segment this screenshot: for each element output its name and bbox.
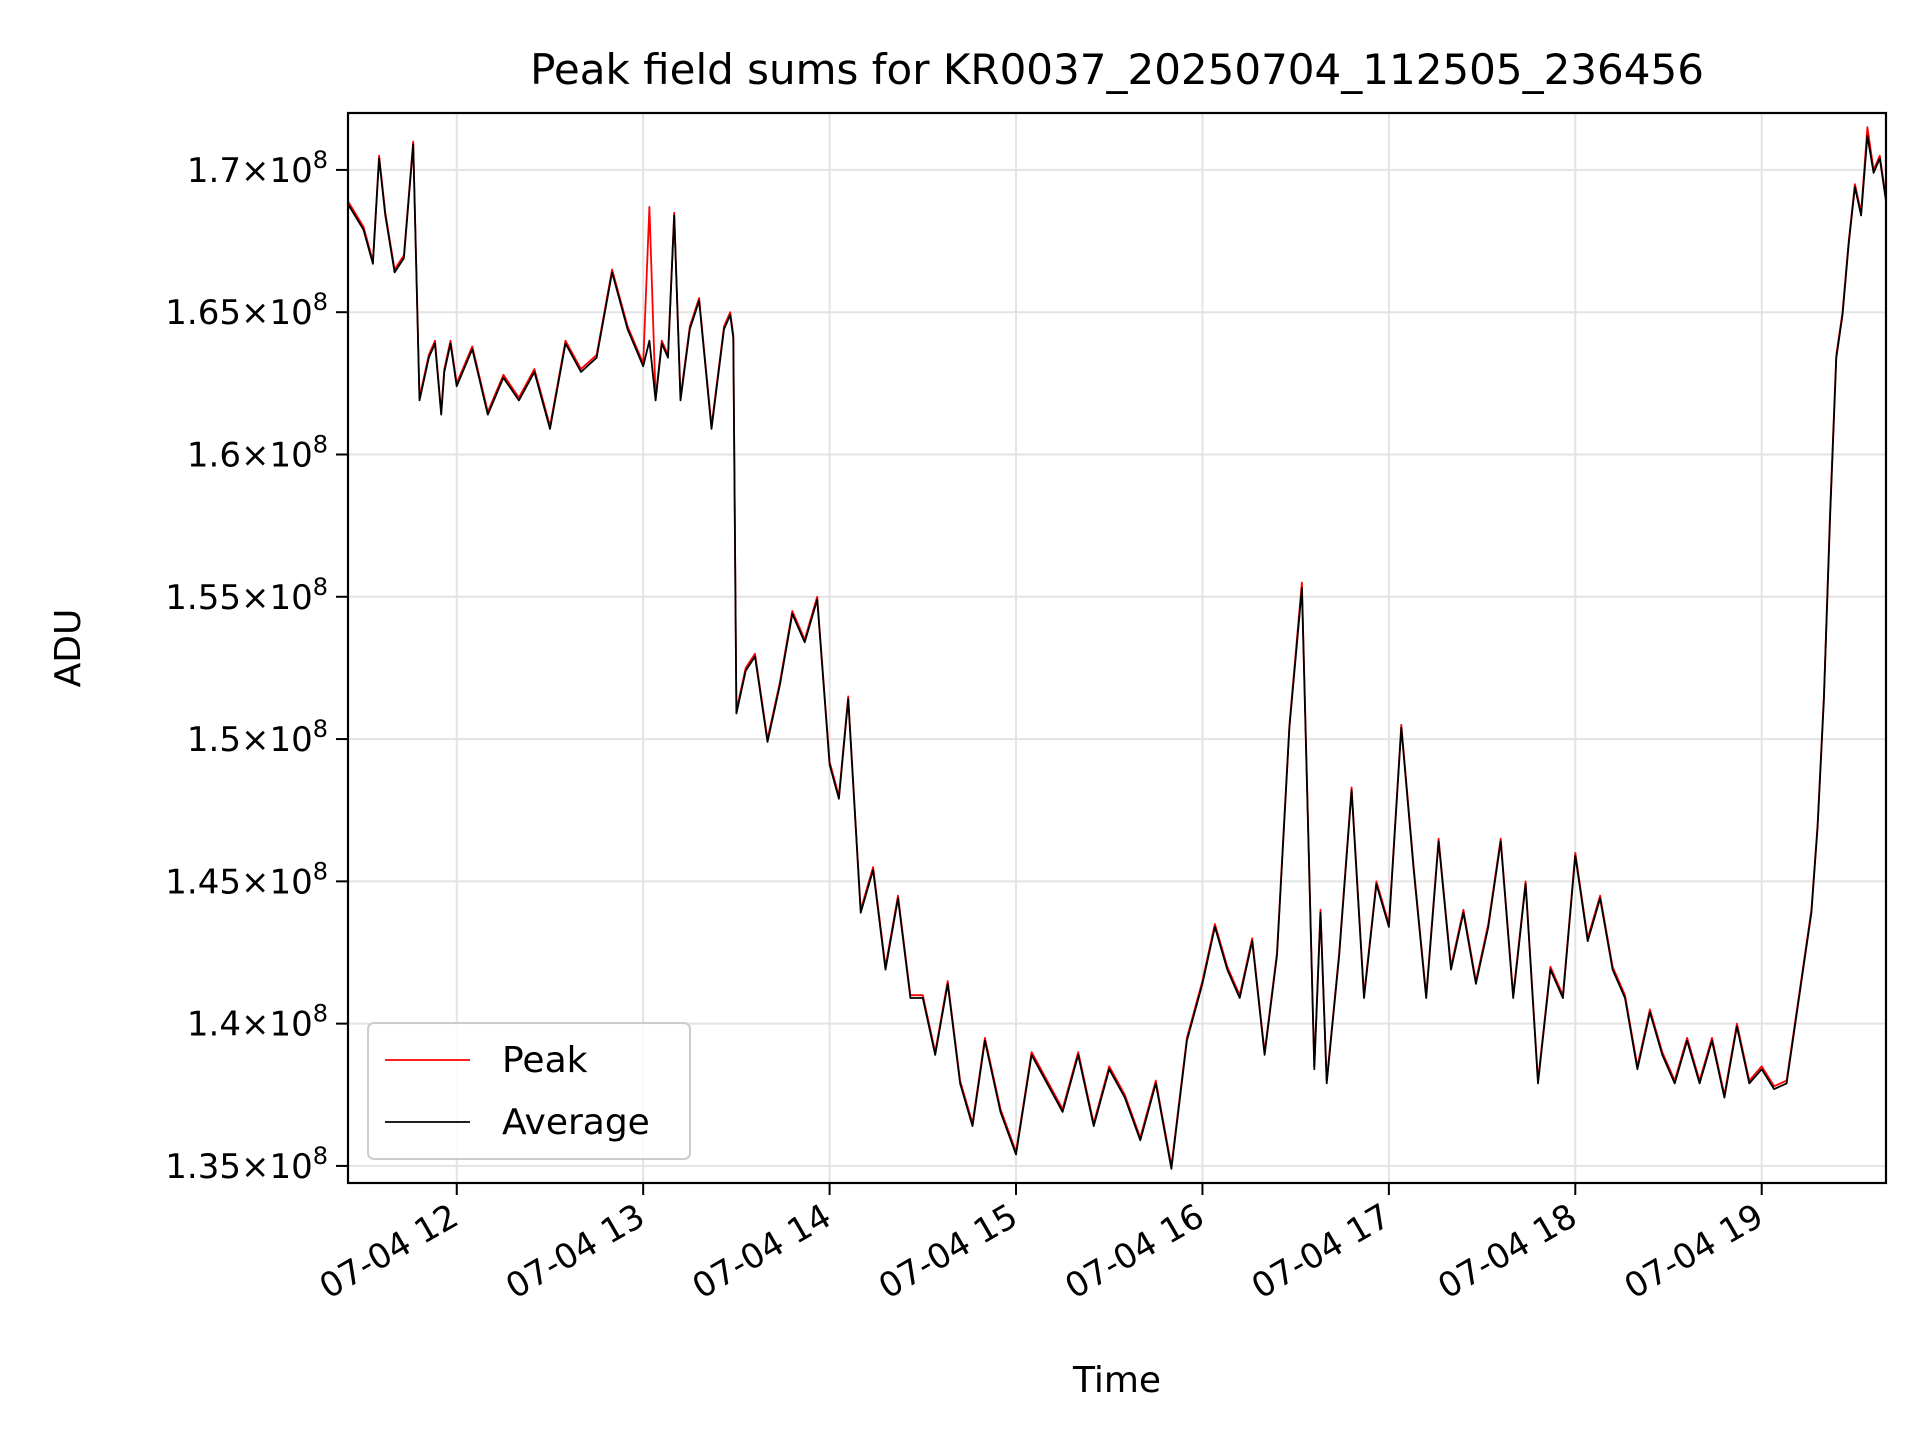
y-tick-label: 1.35×108 [165, 1142, 328, 1187]
y-tick-base: ×10 [241, 578, 313, 618]
y-tick-exponent: 8 [313, 430, 328, 458]
y-tick-label: 1.6×108 [187, 430, 328, 475]
y-tick-base: ×10 [241, 151, 313, 191]
y-tick-base: ×10 [241, 1147, 313, 1187]
y-tick-mantissa: 1.65 [165, 293, 241, 333]
y-tick-label: 1.65×108 [165, 288, 328, 333]
y-tick-base: ×10 [241, 435, 313, 475]
y-tick-mantissa: 1.4 [187, 1005, 241, 1045]
y-tick-exponent: 8 [313, 857, 328, 885]
series-line-average [347, 134, 1887, 1170]
plot-frame [346, 111, 1888, 1185]
y-tick-exponent: 8 [313, 288, 328, 316]
legend-label-peak: Peak [502, 1040, 588, 1081]
series-layer [347, 126, 1887, 1170]
y-tick-exponent: 8 [313, 146, 328, 174]
legend-label-average: Average [502, 1102, 650, 1143]
y-axis-label: ADU [48, 609, 89, 688]
y-tick-mantissa: 1.35 [165, 1147, 241, 1187]
legend: Peak Average [367, 1022, 691, 1160]
y-axis: 1.35×1081.4×1081.45×1081.5×1081.55×1081.… [165, 146, 348, 1187]
y-tick-label: 1.55×108 [165, 573, 328, 618]
y-tick-mantissa: 1.6 [187, 435, 241, 475]
y-tick-base: ×10 [241, 862, 313, 902]
y-tick-label: 1.7×108 [187, 146, 328, 191]
chart-title: Peak field sums for KR0037_20250704_1125… [530, 45, 1704, 94]
y-tick-label: 1.4×108 [187, 1000, 328, 1045]
y-tick-label: 1.45×108 [165, 857, 328, 902]
y-tick-base: ×10 [241, 293, 313, 333]
y-tick-exponent: 8 [313, 1000, 328, 1028]
x-axis-label: Time [1072, 1360, 1161, 1401]
legend-box [367, 1022, 691, 1160]
y-tick-mantissa: 1.45 [165, 862, 241, 902]
y-tick-exponent: 8 [313, 573, 328, 601]
y-tick-base: ×10 [241, 1005, 313, 1045]
y-tick-base: ×10 [241, 720, 313, 760]
y-tick-exponent: 8 [313, 1142, 328, 1170]
y-tick-label: 1.5×108 [187, 715, 328, 760]
y-tick-mantissa: 1.5 [187, 720, 241, 760]
y-tick-exponent: 8 [313, 715, 328, 743]
y-tick-mantissa: 1.55 [165, 578, 241, 618]
y-tick-mantissa: 1.7 [187, 151, 241, 191]
